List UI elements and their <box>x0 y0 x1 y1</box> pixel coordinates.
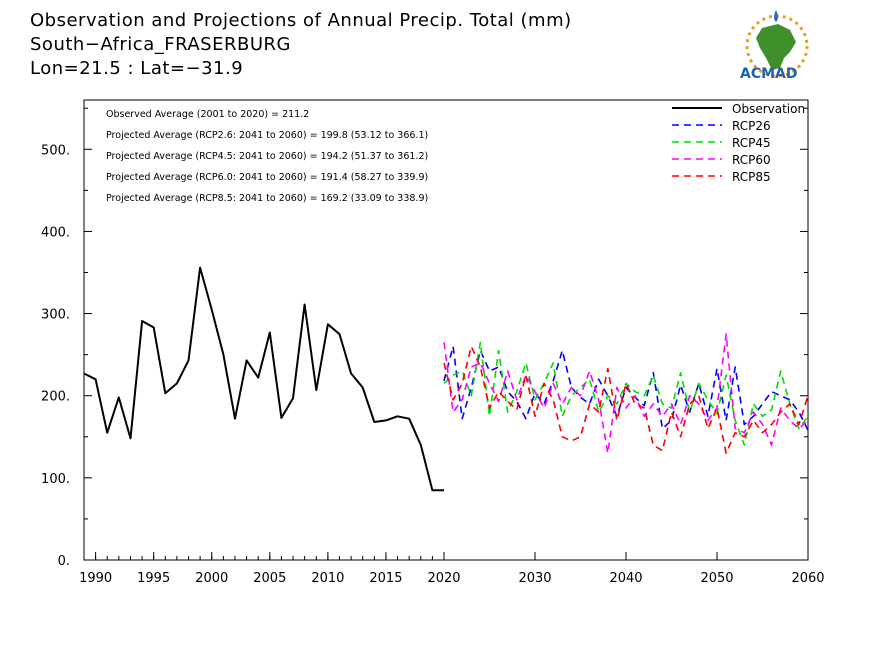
legend-label-rcp45: RCP45 <box>732 136 771 150</box>
stats-box: Observed Average (2001 to 2020) = 211.2 … <box>106 109 428 204</box>
x-tick-label: 2030 <box>518 571 551 586</box>
series-line-rcp26 <box>443 345 809 431</box>
chart-title-line1: Observation and Projections of Annual Pr… <box>30 10 572 31</box>
stat-rcp26: Projected Average (RCP2.6: 2041 to 2060)… <box>106 130 428 141</box>
legend-label-rcp26: RCP26 <box>732 119 771 133</box>
x-tick-label: 2060 <box>791 571 824 586</box>
y-tick-label: 300. <box>41 308 70 323</box>
legend-label-rcp85: RCP85 <box>732 170 771 184</box>
x-tick-label: 2005 <box>253 571 286 586</box>
x-tick-label: 2050 <box>700 571 733 586</box>
y-tick-label: 500. <box>41 143 70 158</box>
y-tick-label: 0. <box>58 554 70 569</box>
x-tick-label: 2015 <box>369 571 402 586</box>
stat-rcp85: Projected Average (RCP8.5: 2041 to 2060)… <box>106 193 428 204</box>
x-tick-label: 1990 <box>79 571 112 586</box>
stat-rcp45: Projected Average (RCP4.5: 2041 to 2060)… <box>106 151 428 162</box>
x-tick-label: 2020 <box>427 571 460 586</box>
legend-label-observation: Observation <box>732 102 805 116</box>
x-tick-label: 2000 <box>195 571 228 586</box>
x-tick-label: 2010 <box>311 571 344 586</box>
series-line-rcp45 <box>443 341 809 446</box>
chart-title-line3: Lon=21.5 : Lat=−31.9 <box>30 58 243 79</box>
acmad-logo: ACMAD <box>740 10 809 82</box>
legend: Observation RCP26 RCP45 RCP60 RCP85 <box>672 102 805 184</box>
series-line-observation <box>83 266 444 492</box>
plot-frame <box>83 99 809 561</box>
logo-drop-icon <box>774 10 778 22</box>
chart-title-line2: South−Africa_FRASERBURG <box>30 34 291 55</box>
series-layer <box>83 266 809 492</box>
x-tick-label: 2040 <box>609 571 642 586</box>
logo-africa-shape <box>756 24 796 70</box>
legend-label-rcp60: RCP60 <box>732 153 771 167</box>
series-line-rcp60 <box>443 333 809 455</box>
y-tick-label: 400. <box>41 225 70 240</box>
stat-observed: Observed Average (2001 to 2020) = 211.2 <box>106 109 309 120</box>
y-tick-label: 100. <box>41 472 70 487</box>
stat-rcp60: Projected Average (RCP6.0: 2041 to 2060)… <box>106 172 428 183</box>
logo-text: ACMAD <box>740 66 798 82</box>
axis-ticks: 0. 100. 200. 300. 400. 500. 1990 1995 2000 2005 20… <box>41 107 825 586</box>
x-tick-label: 1995 <box>137 571 170 586</box>
y-tick-label: 200. <box>41 390 70 405</box>
